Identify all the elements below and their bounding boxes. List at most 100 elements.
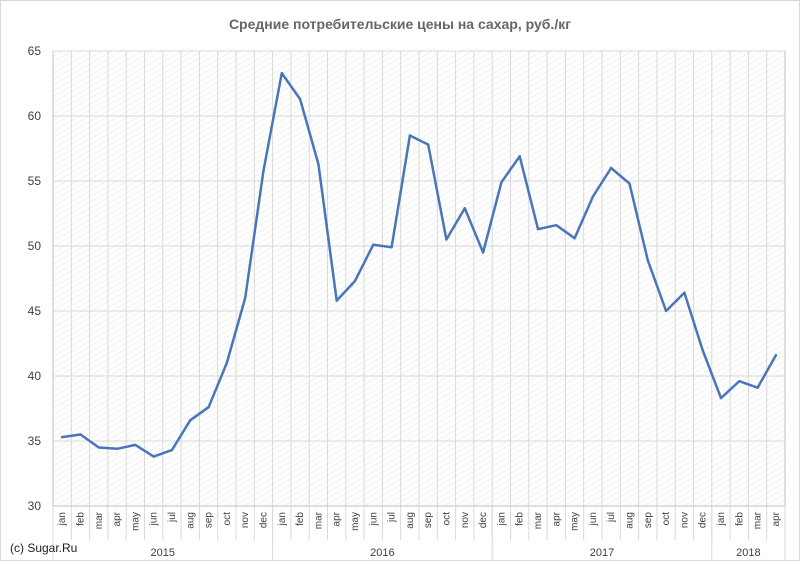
y-tick-label: 45 (28, 304, 42, 318)
data-point (262, 169, 265, 172)
month-label: jan (716, 512, 727, 526)
chart-title: Средние потребительские цены на сахар, р… (229, 16, 571, 32)
month-label: apr (112, 511, 123, 526)
data-point (518, 155, 521, 158)
year-label: 2015 (151, 547, 175, 559)
data-point (390, 246, 393, 249)
x-axis: jan feb mar apr may jun jul aug sep oct nov dec jan f… (52, 505, 786, 561)
month-label: mar (753, 511, 764, 529)
month-label: oct (661, 512, 672, 526)
data-point (463, 207, 466, 210)
month-label: aug (624, 512, 635, 529)
month-label: aug (405, 512, 416, 529)
month-label: mar (313, 511, 324, 529)
y-tick-label: 35 (28, 434, 42, 448)
data-point (152, 455, 155, 458)
y-tick-label: 65 (28, 44, 42, 58)
data-point (701, 348, 704, 352)
data-point (719, 396, 723, 400)
data-point (115, 447, 119, 450)
data-point (134, 443, 137, 447)
month-label: feb (734, 512, 745, 526)
month-label: jul (167, 512, 178, 523)
month-label: jan (496, 512, 507, 526)
y-tick-label: 50 (28, 239, 42, 253)
data-point (60, 435, 64, 439)
data-point (609, 166, 613, 170)
data-point (628, 182, 631, 185)
month-label: jul (606, 512, 617, 523)
data-point (481, 251, 485, 254)
month-label: apr (771, 511, 782, 526)
month-label: dec (698, 512, 709, 528)
data-point (353, 279, 357, 283)
credit-label: (c) Sugar.Ru (10, 541, 77, 555)
data-point (408, 134, 412, 137)
month-label: sep (643, 512, 654, 529)
series-sugar-price (60, 71, 778, 458)
month-label: jun (149, 512, 160, 526)
month-label: may (130, 512, 141, 531)
data-point (536, 227, 540, 231)
month-label: apr (332, 511, 343, 526)
data-point (738, 380, 741, 383)
month-label: may (350, 512, 361, 531)
month-label: aug (185, 512, 196, 529)
data-point (500, 181, 503, 184)
data-point (170, 448, 174, 452)
month-label: dec (258, 512, 269, 528)
month-label: apr (551, 511, 562, 526)
data-point (664, 309, 668, 313)
month-label: feb (295, 512, 306, 526)
month-label: mar (533, 511, 544, 529)
year-label: 2018 (736, 547, 760, 559)
month-label: jul (387, 512, 398, 523)
data-point (646, 259, 649, 262)
data-point (207, 406, 210, 409)
data-point (445, 238, 448, 241)
data-point (774, 354, 778, 357)
data-point (97, 446, 100, 449)
data-point (426, 143, 430, 146)
month-label: jun (588, 512, 599, 526)
month-label: nov (240, 512, 251, 528)
month-label: feb (515, 512, 526, 526)
data-point (298, 97, 302, 101)
month-label: nov (460, 512, 471, 528)
month-label: mar (94, 511, 105, 529)
data-point (189, 419, 192, 422)
year-label: 2017 (590, 547, 614, 559)
data-point (225, 361, 229, 365)
gridlines (52, 50, 786, 507)
y-tick-label: 60 (28, 109, 42, 123)
month-label: oct (441, 512, 452, 526)
year-label: 2016 (370, 547, 394, 559)
month-label: feb (75, 512, 86, 526)
month-label: may (570, 512, 581, 531)
data-point (573, 237, 576, 240)
month-label: dec (478, 512, 489, 528)
data-point (243, 296, 247, 300)
month-label: jan (57, 512, 68, 526)
y-tick-label: 30 (28, 499, 42, 513)
data-point (335, 299, 338, 302)
y-tick-label: 55 (28, 174, 42, 188)
month-label: sep (423, 512, 434, 529)
data-point (591, 195, 595, 198)
month-label: sep (204, 512, 215, 529)
y-axis: 30 35 40 45 50 55 60 65 (28, 44, 42, 513)
data-point (317, 162, 320, 166)
data-point (756, 386, 759, 389)
month-label: jun (368, 512, 379, 526)
month-label: nov (679, 512, 690, 528)
data-point (683, 291, 686, 294)
data-point (372, 243, 375, 246)
series-line (60, 71, 778, 458)
data-point (555, 224, 558, 227)
data-point (79, 433, 82, 436)
y-tick-label: 40 (28, 369, 42, 383)
month-label: jan (277, 512, 288, 526)
month-label: oct (222, 512, 233, 526)
